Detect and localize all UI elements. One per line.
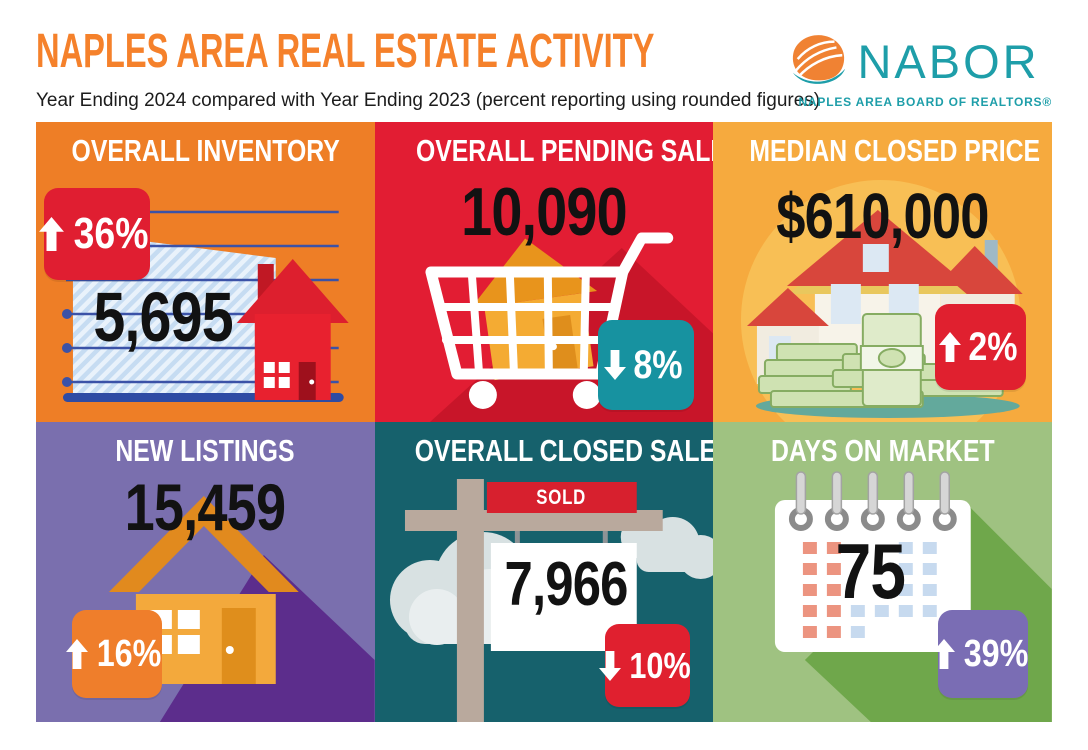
calendar-days-future	[851, 542, 938, 638]
new-listings-illustration	[108, 496, 375, 722]
tile-label: NEW LISTINGS	[115, 433, 295, 468]
tile-days-on-market: DAYS ON MARKET 75 39%	[713, 422, 1052, 722]
change-percent: 10%	[629, 644, 691, 686]
cart-wheel	[572, 381, 601, 409]
tile-overall-pending-sales: OVERALL PENDING SALES 10,090 8%	[374, 122, 714, 422]
axis-dots	[61, 309, 72, 387]
header: NAPLES AREA REAL ESTATE ACTIVITY Year En…	[36, 28, 1052, 118]
tiles-grid: OVERALL INVENTORY 5,695 36%	[36, 122, 1052, 722]
page-title: NAPLES AREA REAL ESTATE ACTIVITY	[36, 28, 1052, 76]
calendar-days-past	[803, 542, 842, 638]
tile-label: OVERALL CLOSED SALES	[414, 433, 714, 468]
up-arrow-icon	[939, 332, 962, 362]
logo-row: NABOR	[786, 30, 1052, 92]
cart-wheel	[468, 381, 497, 409]
tile-value: $610,000	[776, 180, 989, 252]
change-percent: 39%	[963, 632, 1029, 675]
change-percent: 2%	[968, 324, 1018, 369]
down-arrow-icon	[598, 650, 621, 681]
up-arrow-icon	[932, 639, 955, 669]
sold-sign-illustration	[389, 479, 714, 722]
sold-banner-label: SOLD	[536, 485, 587, 509]
page-title-text: NAPLES AREA REAL ESTATE ACTIVITY	[36, 25, 655, 78]
tile-value: 5,695	[93, 278, 234, 356]
tile-label: OVERALL PENDING SALES	[415, 133, 714, 168]
binder-rings	[789, 471, 958, 531]
tile-value: 15,459	[125, 470, 286, 544]
money-stack-icon	[758, 313, 1005, 408]
change-badge: 39%	[932, 610, 1029, 698]
tile-label: MEDIAN CLOSED PRICE	[749, 133, 1041, 168]
tile-value: 7,966	[504, 550, 628, 619]
change-percent: 8%	[633, 342, 683, 387]
logo-wordmark: NABOR	[857, 34, 1040, 88]
up-arrow-icon	[66, 639, 89, 669]
change-badge: 36%	[39, 188, 150, 280]
logo-tagline: NAPLES AREA BOARD OF REALTORS®	[798, 95, 1052, 109]
down-arrow-icon	[604, 350, 627, 380]
tile-overall-closed-sales: OVERALL CLOSED SALES SOLD 7,966 10%	[374, 422, 714, 722]
tile-value: 10,090	[461, 174, 627, 250]
tile-overall-inventory: OVERALL INVENTORY 5,695 36%	[36, 122, 375, 422]
up-arrow-icon	[39, 217, 64, 251]
tile-value: 75	[835, 527, 906, 615]
change-percent: 36%	[73, 209, 149, 258]
change-badge: 16%	[66, 610, 162, 698]
change-percent: 16%	[97, 632, 162, 675]
change-badge: 8%	[597, 320, 694, 410]
red-house-icon	[236, 259, 349, 400]
tile-label: DAYS ON MARKET	[770, 433, 995, 468]
change-badge: 10%	[598, 624, 691, 707]
shell-icon	[793, 35, 846, 84]
tile-label: OVERALL INVENTORY	[71, 133, 340, 168]
calendar-icon	[775, 500, 972, 652]
sold-sign-icon	[404, 479, 663, 722]
page-subtitle: Year Ending 2024 compared with Year Endi…	[36, 90, 821, 111]
tile-new-listings: NEW LISTINGS 15,459 16%	[36, 422, 375, 722]
change-badge: 2%	[935, 304, 1027, 390]
nabor-logo: NABOR NAPLES AREA BOARD OF REALTORS®	[786, 30, 1052, 109]
tile-median-closed-price: MEDIAN CLOSED PRICE $610,000 2%	[713, 122, 1052, 422]
orange-house-icon	[108, 496, 299, 684]
